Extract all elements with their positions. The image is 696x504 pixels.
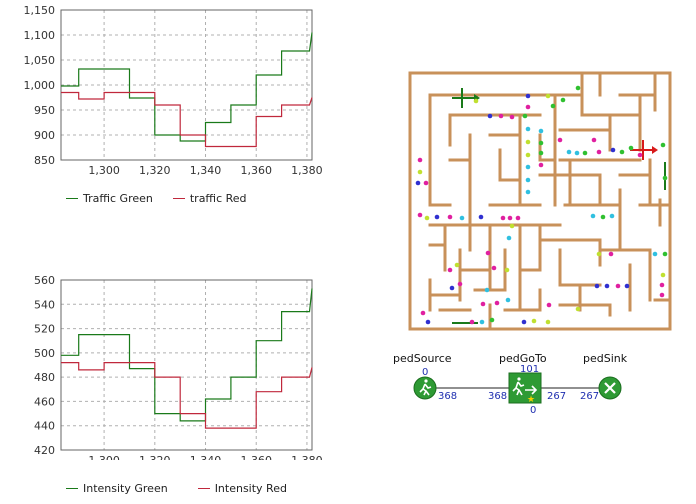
legend-swatch-red (197, 488, 210, 489)
legend-item: Intensity Green (66, 482, 168, 495)
x-tick-label: 1,380 (291, 164, 323, 177)
walking-person-arrow-icon (512, 377, 538, 396)
x-tick-label: 1,300 (88, 164, 120, 177)
x-tick-label: 1,360 (240, 164, 272, 177)
chart-series (61, 32, 313, 148)
legend-label: Intensity Green (83, 482, 168, 495)
pedsink-block[interactable] (598, 376, 622, 400)
series-line-red (61, 361, 313, 429)
legend-item: traffic Red (172, 192, 247, 205)
y-tick-label: 480 (34, 371, 55, 384)
y-tick-label: 440 (34, 420, 55, 433)
tick-labels: 420 440 460 480 500 520 540 560 1,300 1,320 1,340 1… (34, 274, 323, 460)
x-tick-label: 1,300 (88, 454, 120, 460)
pedsink-label: pedSink (583, 352, 628, 365)
pedgoto-right-count: 267 (547, 391, 566, 402)
plot-area (60, 279, 313, 451)
pedgoto-left-count: 368 (488, 391, 507, 402)
traffic-chart: 850 900 950 1,000 1,050 1,100 1,150 1,300 1,320 1… (24, 4, 323, 177)
legend-label: Intensity Red (214, 482, 287, 495)
pedgoto-label: pedGoTo (499, 352, 547, 365)
pedsource-block[interactable] (413, 376, 437, 400)
y-tick-label: 1,000 (24, 79, 56, 92)
legend-label: Traffic Green (83, 192, 153, 205)
y-tick-label: 950 (34, 104, 55, 117)
intensity-chart-legend: Intensity Green Intensity Red (66, 482, 307, 495)
y-tick-label: 560 (34, 274, 55, 287)
x-tick-label: 1,360 (240, 454, 272, 460)
y-tick-label: 900 (34, 129, 55, 142)
intensity-chart: 420 440 460 480 500 520 540 560 1,300 1,320 1,340 1… (34, 274, 323, 460)
close-icon (604, 382, 616, 394)
star-icon: ★ (527, 395, 535, 405)
y-tick-label: 500 (34, 347, 55, 360)
x-tick-label: 1,320 (139, 454, 171, 460)
y-tick-label: 460 (34, 395, 55, 408)
series-line-red (61, 91, 313, 148)
x-tick-label: 1,320 (139, 164, 171, 177)
x-tick-label: 1,340 (190, 454, 222, 460)
pedgoto-bottom-count: 0 (530, 405, 536, 416)
chart-series (61, 288, 313, 429)
y-tick-label: 520 (34, 323, 55, 336)
tick-labels: 850 900 950 1,000 1,050 1,100 1,150 1,300 1,320 1… (24, 4, 323, 177)
legend-label: traffic Red (189, 192, 247, 205)
legend-swatch-green (66, 488, 78, 489)
plot-area (60, 9, 313, 161)
walking-person-icon (419, 379, 432, 396)
pedgoto-block[interactable]: ★ (508, 372, 542, 405)
y-tick-label: 1,150 (24, 4, 56, 17)
y-tick-label: 850 (34, 154, 55, 167)
legend-swatch-green (66, 198, 78, 199)
y-tick-label: 1,100 (24, 29, 56, 42)
y-tick-label: 1,050 (24, 54, 56, 67)
pedsource-label: pedSource (393, 352, 452, 365)
pedsource-right-count: 368 (438, 391, 457, 402)
x-tick-label: 1,340 (190, 164, 222, 177)
pedsink-left-count: 267 (580, 391, 599, 402)
legend-item: Traffic Green (66, 192, 153, 205)
pedsource-top-count: 0 (422, 367, 428, 378)
y-tick-label: 540 (34, 298, 55, 311)
traffic-chart-legend: Traffic Green traffic Red (66, 192, 267, 205)
y-tick-label: 420 (34, 444, 55, 457)
legend-swatch-red (172, 198, 185, 199)
legend-item: Intensity Red (197, 482, 287, 495)
pedgoto-top-count: 101 (520, 364, 539, 375)
x-tick-label: 1,380 (291, 454, 323, 460)
